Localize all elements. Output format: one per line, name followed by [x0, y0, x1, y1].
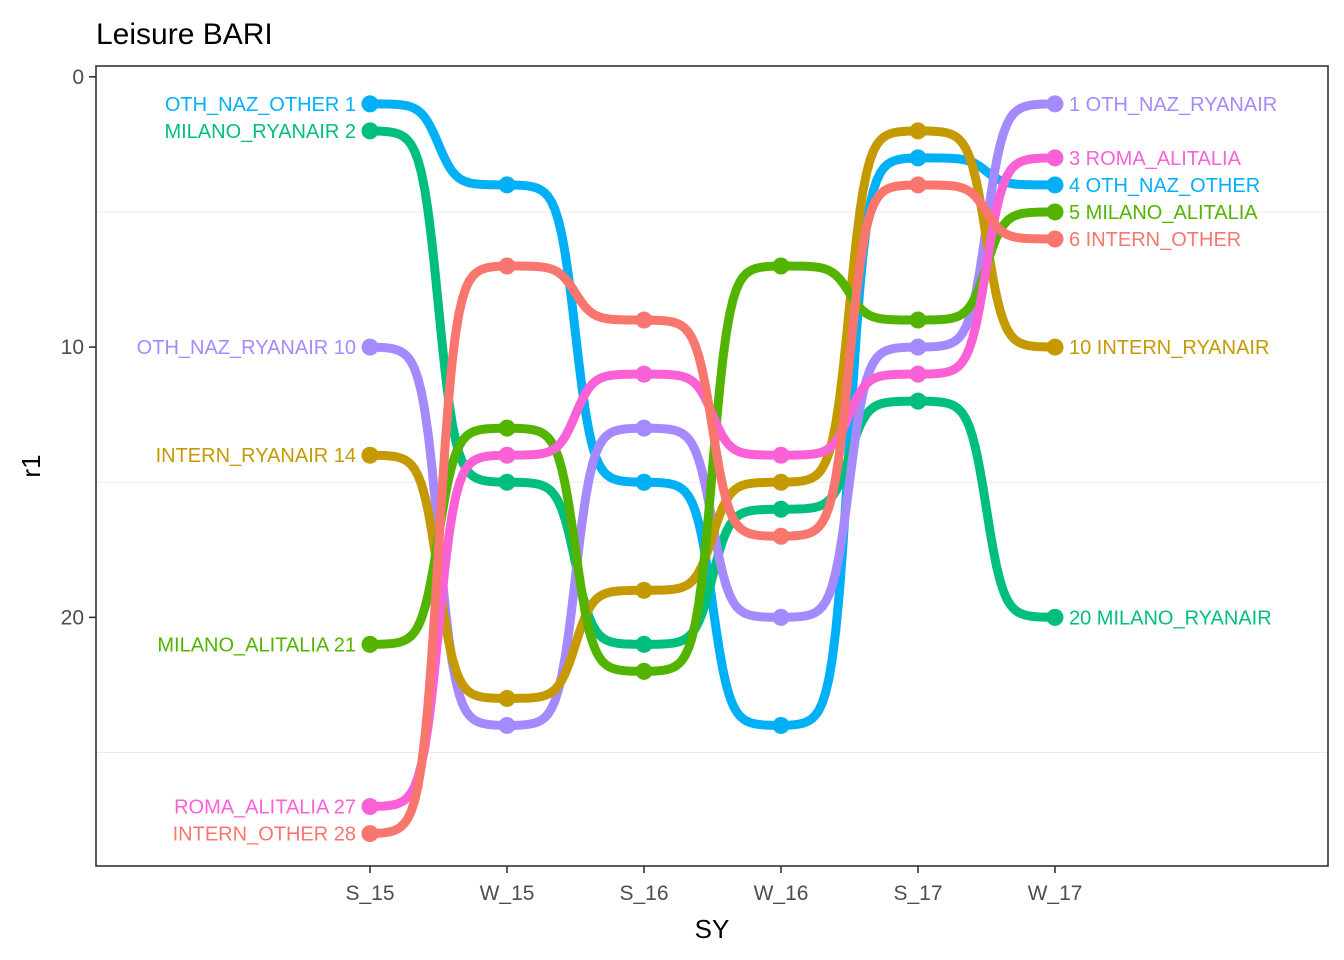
plot-border	[95, 65, 1329, 867]
point-roma-alitalia-w-15	[498, 446, 516, 464]
point-milano-ryanair-w-15	[498, 473, 516, 491]
y-tick-label: 10	[61, 336, 84, 359]
point-oth-naz-other-w-17	[1046, 176, 1064, 194]
point-milano-ryanair-s-17	[909, 392, 927, 410]
end-label-intern-ryanair: 10 INTERN_RYANAIR	[1069, 337, 1269, 359]
x-tick-label: W_15	[480, 882, 535, 905]
point-oth-naz-other-w-16	[772, 716, 790, 734]
point-intern-ryanair-w-16	[772, 473, 790, 491]
series-line-milano-alitalia	[365, 207, 1060, 676]
point-oth-naz-other-s-15	[361, 95, 379, 113]
series-line-milano-ryanair	[365, 126, 1060, 649]
start-label-milano-ryanair: MILANO_RYANAIR 2	[164, 121, 356, 143]
point-oth-naz-ryanair-s-17	[909, 338, 927, 356]
start-label-oth-naz-other: OTH_NAZ_OTHER 1	[165, 94, 356, 116]
y-tick-label: 0	[72, 66, 84, 89]
point-milano-ryanair-s-16	[635, 635, 653, 653]
series-lines	[365, 99, 1060, 839]
end-label-oth-naz-ryanair: 1 OTH_NAZ_RYANAIR	[1069, 94, 1277, 116]
point-milano-ryanair-s-15	[361, 122, 379, 140]
start-label-roma-alitalia: ROMA_ALITALIA 27	[174, 797, 356, 819]
end-label-intern-other: 6 INTERN_OTHER	[1069, 229, 1241, 251]
end-label-oth-naz-other: 4 OTH_NAZ_OTHER	[1069, 175, 1260, 197]
point-intern-other-s-15	[361, 825, 379, 843]
point-oth-naz-ryanair-s-16	[635, 419, 653, 437]
y-axis-title: r1	[16, 454, 46, 477]
point-oth-naz-other-w-15	[498, 176, 516, 194]
data-points	[361, 95, 1064, 843]
series-line-intern-other	[365, 180, 1060, 839]
point-intern-other-s-17	[909, 176, 927, 194]
point-intern-ryanair-w-15	[498, 689, 516, 707]
start-label-intern-ryanair: INTERN_RYANAIR 14	[156, 445, 356, 467]
x-tick-label: S_17	[893, 882, 942, 905]
point-milano-alitalia-s-15	[361, 635, 379, 653]
end-label-roma-alitalia: 3 ROMA_ALITALIA	[1069, 148, 1242, 170]
point-milano-alitalia-s-16	[635, 662, 653, 680]
x-tick-label: W_16	[754, 882, 809, 905]
point-intern-other-w-17	[1046, 230, 1064, 248]
end-label-milano-ryanair: 20 MILANO_RYANAIR	[1069, 607, 1272, 629]
point-roma-alitalia-w-17	[1046, 149, 1064, 167]
point-milano-ryanair-w-17	[1046, 608, 1064, 626]
point-intern-ryanair-s-15	[361, 446, 379, 464]
x-tick-label: S_16	[619, 882, 668, 905]
point-intern-ryanair-s-17	[909, 122, 927, 140]
start-label-oth-naz-ryanair: OTH_NAZ_RYANAIR 10	[137, 337, 356, 359]
point-roma-alitalia-s-17	[909, 365, 927, 383]
series-line-intern-ryanair	[365, 126, 1060, 703]
point-milano-alitalia-s-17	[909, 311, 927, 329]
point-oth-naz-other-s-17	[909, 149, 927, 167]
point-milano-alitalia-w-17	[1046, 203, 1064, 221]
point-intern-ryanair-s-16	[635, 581, 653, 599]
point-roma-alitalia-s-15	[361, 798, 379, 816]
point-milano-ryanair-w-16	[772, 500, 790, 518]
point-milano-alitalia-w-16	[772, 257, 790, 275]
x-axis-title: SY	[695, 914, 730, 944]
point-oth-naz-ryanair-s-15	[361, 338, 379, 356]
start-label-milano-alitalia: MILANO_ALITALIA 21	[157, 634, 356, 656]
end-label-milano-alitalia: 5 MILANO_ALITALIA	[1069, 202, 1258, 224]
point-oth-naz-other-s-16	[635, 473, 653, 491]
x-axis: S_15 W_15 S_16 W_16 S_17 W_17	[345, 866, 1082, 905]
point-intern-ryanair-w-17	[1046, 338, 1064, 356]
point-intern-other-s-16	[635, 311, 653, 329]
point-intern-other-w-15	[498, 257, 516, 275]
point-oth-naz-ryanair-w-16	[772, 608, 790, 626]
point-oth-naz-ryanair-w-15	[498, 716, 516, 734]
point-intern-other-w-16	[772, 527, 790, 545]
point-roma-alitalia-s-16	[635, 365, 653, 383]
start-label-intern-other: INTERN_OTHER 28	[173, 824, 356, 846]
end-labels: OTH_NAZ_OTHER 1 4 OTH_NAZ_OTHER MILANO_RYA…	[137, 94, 1278, 846]
chart-title: Leisure BARI	[96, 18, 273, 51]
x-tick-label: W_17	[1028, 882, 1083, 905]
y-axis: 0 10 20	[61, 66, 96, 629]
point-roma-alitalia-w-16	[772, 446, 790, 464]
point-milano-alitalia-w-15	[498, 419, 516, 437]
y-tick-label: 20	[61, 606, 84, 629]
point-oth-naz-ryanair-w-17	[1046, 95, 1064, 113]
series-line-oth-naz-other	[365, 99, 1060, 730]
x-tick-label: S_15	[345, 882, 394, 905]
